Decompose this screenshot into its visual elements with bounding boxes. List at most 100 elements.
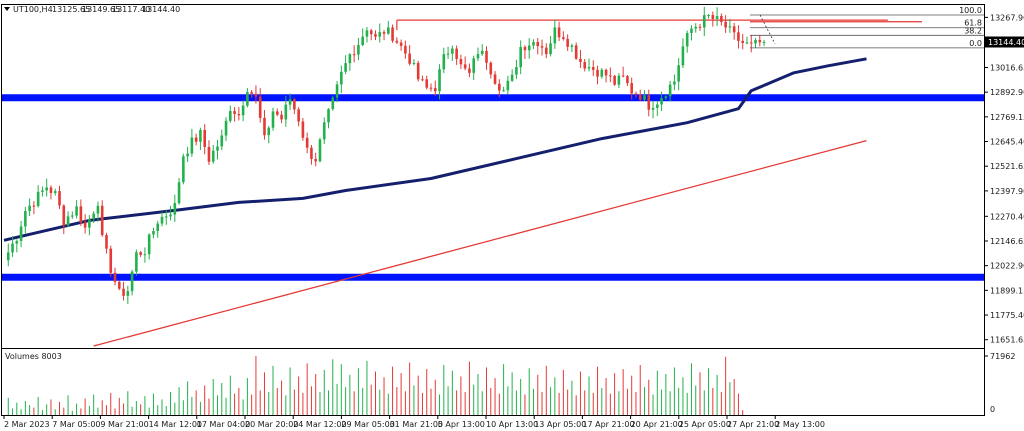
candle[interactable] xyxy=(668,80,672,102)
candle[interactable] xyxy=(357,38,360,61)
candle[interactable] xyxy=(745,36,749,45)
candle[interactable] xyxy=(237,107,241,121)
candle[interactable] xyxy=(677,58,680,91)
candle[interactable] xyxy=(489,61,493,79)
candle[interactable] xyxy=(587,58,591,72)
candle[interactable] xyxy=(613,74,616,86)
candle[interactable] xyxy=(173,194,177,222)
candle[interactable] xyxy=(741,33,745,50)
candle[interactable] xyxy=(694,23,698,33)
candle[interactable] xyxy=(395,37,399,45)
candle[interactable] xyxy=(254,85,258,104)
candle[interactable] xyxy=(617,73,621,89)
candle[interactable] xyxy=(468,63,471,78)
candle[interactable] xyxy=(15,239,19,253)
candle[interactable] xyxy=(596,65,599,85)
candle[interactable] xyxy=(331,95,335,111)
candle[interactable] xyxy=(182,153,185,185)
candle[interactable] xyxy=(58,185,61,210)
candle[interactable] xyxy=(53,188,57,196)
candle[interactable] xyxy=(502,86,505,92)
candle[interactable] xyxy=(553,20,557,49)
candle[interactable] xyxy=(690,25,693,41)
candle[interactable] xyxy=(79,199,83,226)
candle[interactable] xyxy=(604,68,608,83)
candle[interactable] xyxy=(707,14,710,19)
candle[interactable] xyxy=(673,74,676,91)
candle[interactable] xyxy=(199,127,202,151)
candle[interactable] xyxy=(408,45,411,66)
candle[interactable] xyxy=(515,59,518,80)
candle[interactable] xyxy=(122,281,125,301)
candle[interactable] xyxy=(32,201,36,215)
candle[interactable] xyxy=(207,140,211,165)
candle[interactable] xyxy=(109,245,113,277)
candle[interactable] xyxy=(630,77,633,100)
candle[interactable] xyxy=(66,211,70,227)
candle[interactable] xyxy=(130,269,134,296)
candle[interactable] xyxy=(638,89,642,102)
candle[interactable] xyxy=(352,45,356,63)
candle[interactable] xyxy=(510,69,514,82)
candle[interactable] xyxy=(562,31,565,41)
candle[interactable] xyxy=(421,75,424,82)
candle[interactable] xyxy=(621,66,625,78)
candle[interactable] xyxy=(566,34,569,51)
candle[interactable] xyxy=(574,42,578,60)
candle[interactable] xyxy=(24,206,27,234)
candle[interactable] xyxy=(83,214,87,234)
candle[interactable] xyxy=(523,45,527,59)
candle[interactable] xyxy=(6,243,10,267)
candle[interactable] xyxy=(41,186,44,197)
candle[interactable] xyxy=(156,220,160,238)
candle[interactable] xyxy=(36,185,40,208)
candle[interactable] xyxy=(190,128,194,157)
candle[interactable] xyxy=(92,211,95,223)
candle[interactable] xyxy=(626,75,629,86)
candle[interactable] xyxy=(177,177,181,205)
candle[interactable] xyxy=(369,28,373,41)
candle[interactable] xyxy=(540,39,544,56)
candle[interactable] xyxy=(152,227,155,239)
candle[interactable] xyxy=(361,28,364,47)
candle[interactable] xyxy=(335,81,339,103)
candle[interactable] xyxy=(327,108,330,129)
candle[interactable] xyxy=(643,90,646,102)
candle[interactable] xyxy=(250,90,253,98)
candle[interactable] xyxy=(113,267,117,286)
candle[interactable] xyxy=(164,210,168,225)
candle[interactable] xyxy=(728,18,732,33)
candle[interactable] xyxy=(527,38,531,59)
candle[interactable] xyxy=(71,211,74,219)
candle[interactable] xyxy=(634,91,638,98)
candle[interactable] xyxy=(681,38,685,69)
candle[interactable] xyxy=(301,118,305,141)
candle[interactable] xyxy=(536,37,540,55)
candle[interactable] xyxy=(11,235,14,257)
candle[interactable] xyxy=(485,46,488,70)
candle[interactable] xyxy=(609,67,612,83)
candle[interactable] xyxy=(229,105,232,123)
candle[interactable] xyxy=(293,97,296,115)
candle[interactable] xyxy=(88,215,91,236)
candle[interactable] xyxy=(297,107,300,127)
candle[interactable] xyxy=(203,124,206,155)
candle[interactable] xyxy=(442,47,446,74)
candle[interactable] xyxy=(702,6,706,37)
candle[interactable] xyxy=(169,205,172,221)
candle[interactable] xyxy=(715,7,719,27)
candle[interactable] xyxy=(280,110,283,124)
dropdown-triangle-icon[interactable] xyxy=(4,7,10,11)
candle[interactable] xyxy=(391,24,394,43)
candle[interactable] xyxy=(365,26,369,43)
candle[interactable] xyxy=(720,13,723,26)
candle[interactable] xyxy=(532,39,535,49)
candle[interactable] xyxy=(216,139,219,160)
candle[interactable] xyxy=(288,93,292,110)
candle[interactable] xyxy=(711,11,715,27)
candle[interactable] xyxy=(463,56,467,71)
candle[interactable] xyxy=(374,30,377,41)
candle[interactable] xyxy=(664,95,668,101)
candle[interactable] xyxy=(480,44,484,56)
candle[interactable] xyxy=(241,100,245,122)
